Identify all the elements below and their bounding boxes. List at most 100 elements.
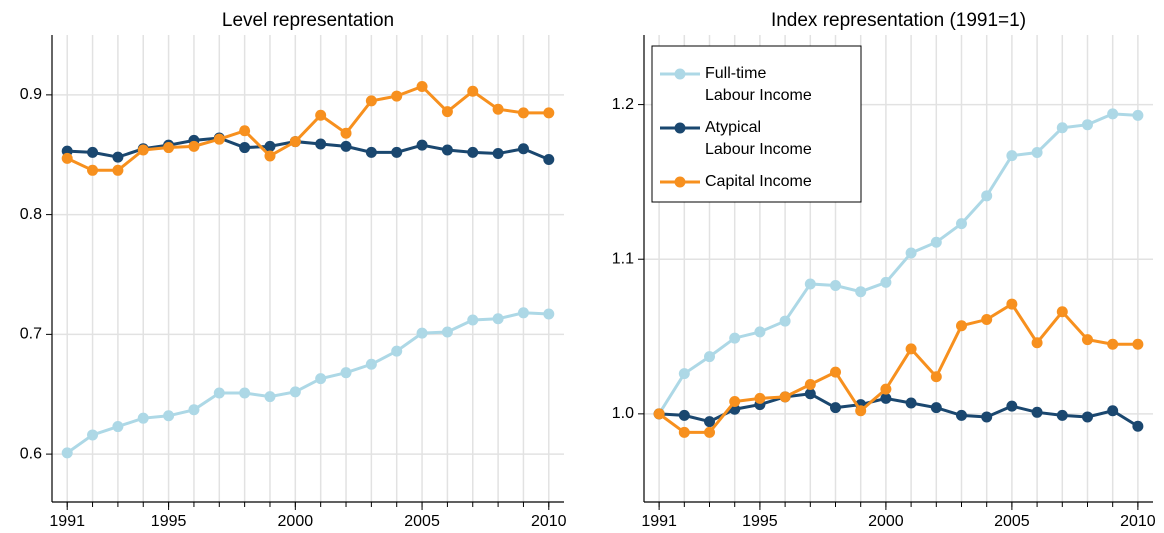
data-point <box>289 386 301 398</box>
data-point <box>137 412 149 424</box>
data-point <box>930 402 942 414</box>
data-point <box>517 107 529 119</box>
data-point <box>1056 122 1068 134</box>
data-point <box>264 140 276 152</box>
data-point <box>340 367 352 379</box>
y-tick-label: 1.2 <box>612 96 634 113</box>
data-point <box>467 85 479 97</box>
x-tick-label: 2010 <box>531 513 567 530</box>
y-tick-label: 0.7 <box>20 326 42 343</box>
data-point <box>61 447 73 459</box>
data-point <box>416 80 428 92</box>
y-tick-label: 0.9 <box>20 86 42 103</box>
data-point <box>981 190 993 202</box>
data-point <box>1107 405 1119 417</box>
data-point <box>855 405 867 417</box>
data-point <box>704 416 716 428</box>
data-point <box>112 151 124 163</box>
data-point <box>87 164 99 176</box>
legend-label: Capital Income <box>705 173 812 190</box>
data-point <box>1056 409 1068 421</box>
data-point <box>441 144 453 156</box>
data-point <box>87 146 99 158</box>
data-point <box>704 351 716 363</box>
series-line <box>66 84 549 172</box>
x-tick-label: 1991 <box>641 513 677 530</box>
data-point <box>289 136 301 148</box>
data-point <box>391 90 403 102</box>
data-point <box>239 125 251 137</box>
data-point <box>543 308 555 320</box>
legend: Full-time Labour Income Atypical Labour Inc… <box>651 45 862 203</box>
data-point <box>163 410 175 422</box>
data-point <box>188 404 200 416</box>
legend-marker <box>674 122 686 134</box>
data-point <box>905 247 917 259</box>
data-point <box>729 395 741 407</box>
data-point <box>467 314 479 326</box>
data-point <box>1031 337 1043 349</box>
chart-title: Level representation <box>222 10 394 31</box>
data-point <box>340 127 352 139</box>
x-tick-label: 1995 <box>151 513 187 530</box>
y-tick-label: 0.6 <box>20 445 42 462</box>
data-point <box>517 307 529 319</box>
chart-title: Index representation (1991=1) <box>771 10 1026 31</box>
data-point <box>955 409 967 421</box>
data-point <box>365 146 377 158</box>
data-point <box>239 142 251 154</box>
data-point <box>1081 119 1093 131</box>
x-tick-label: 2010 <box>1120 513 1156 530</box>
data-point <box>239 387 251 399</box>
data-point <box>930 236 942 248</box>
data-point <box>1031 147 1043 159</box>
legend-label: Atypical Labour Income <box>705 119 812 158</box>
data-point <box>905 397 917 409</box>
data-point <box>264 150 276 162</box>
x-tick-label: 2005 <box>404 513 440 530</box>
data-point <box>804 378 816 390</box>
data-point <box>955 320 967 332</box>
data-point <box>340 140 352 152</box>
data-point <box>543 107 555 119</box>
data-point <box>492 103 504 115</box>
data-point <box>855 286 867 298</box>
x-tick-label: 2000 <box>868 513 904 530</box>
data-point <box>1006 150 1018 162</box>
data-point <box>1031 406 1043 418</box>
data-point <box>1132 338 1144 350</box>
data-point <box>137 144 149 156</box>
legend-marker <box>674 176 686 188</box>
legend-label: Full-time Labour Income <box>705 65 812 104</box>
data-point <box>955 218 967 230</box>
data-point <box>112 421 124 433</box>
data-point <box>365 358 377 370</box>
data-point <box>1006 298 1018 310</box>
data-point <box>830 366 842 378</box>
data-point <box>416 327 428 339</box>
x-tick-label: 2000 <box>278 513 314 530</box>
data-point <box>678 426 690 438</box>
legend-box <box>651 45 862 203</box>
data-point <box>315 373 327 385</box>
data-point <box>930 371 942 383</box>
data-point <box>880 392 892 404</box>
data-point <box>188 140 200 152</box>
data-point <box>804 278 816 290</box>
data-point <box>492 313 504 325</box>
data-point <box>441 106 453 118</box>
y-tick-label: 0.8 <box>20 206 42 223</box>
data-point <box>61 152 73 164</box>
data-point <box>1006 400 1018 412</box>
data-point <box>391 345 403 357</box>
data-point <box>441 326 453 338</box>
data-point <box>543 154 555 166</box>
data-point <box>517 143 529 155</box>
x-tick-label: 1995 <box>742 513 778 530</box>
data-point <box>754 326 766 338</box>
data-point <box>704 426 716 438</box>
x-tick-label: 1991 <box>49 513 85 530</box>
data-point <box>653 408 665 420</box>
